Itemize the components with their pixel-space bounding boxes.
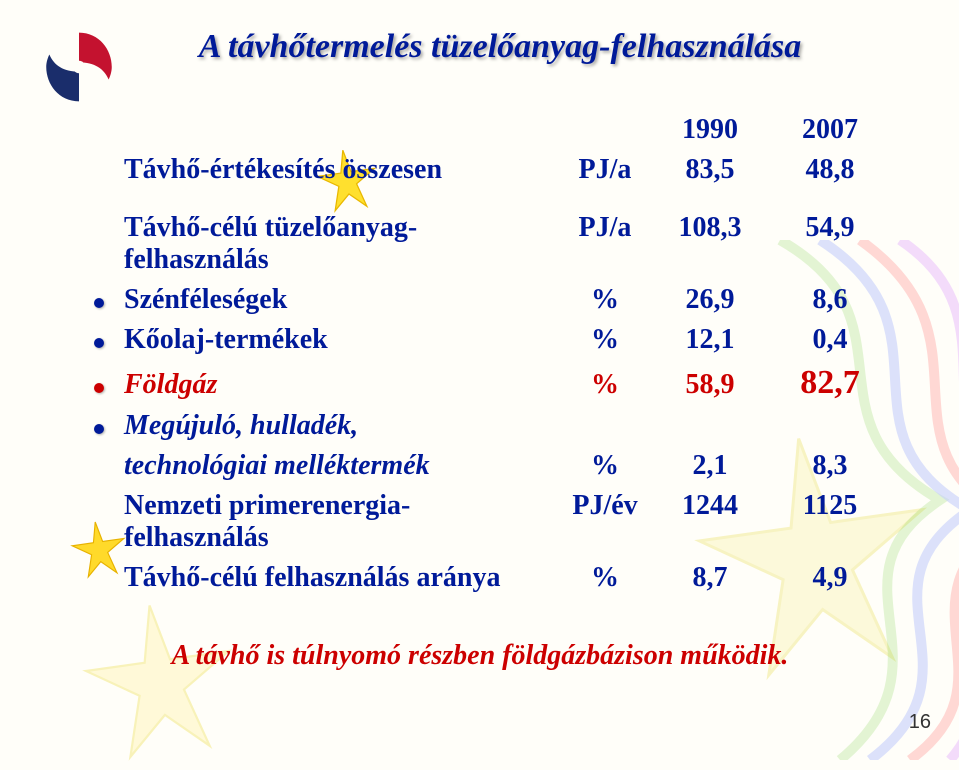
row-label: technológiai melléktermék [118,446,560,486]
row-label: Nemzeti primerenergia-felhasználás [118,486,560,558]
bullet-icon [94,298,104,308]
table-row: Nemzeti primerenergia-felhasználás PJ/év… [70,486,890,558]
col-year-2: 2007 [770,110,890,150]
table-row: technológiai melléktermék % 2,1 8,3 [70,446,890,486]
header-row: 1990 2007 [70,110,890,150]
data-table: 1990 2007 Távhő-értékesítés összesen PJ/… [70,110,890,598]
table-row: Távhő-célú felhasználás aránya % 8,7 4,9 [70,558,890,598]
table-row: Kőolaj-termékek % 12,1 0,4 [70,320,890,360]
col-year-1: 1990 [650,110,770,150]
bullet-icon [94,338,104,348]
row-label: Földgáz [118,360,560,406]
table-row: Távhő-célú tüzelőanyag-felhasználás PJ/a… [70,208,890,280]
row-label: Megújuló, hulladék, [118,406,560,446]
footnote: A távhő is túlnyomó részben földgázbázis… [70,640,890,672]
row-label: Kőolaj-termékek [118,320,560,360]
page-number: 16 [909,711,931,734]
table-row: Szénféleségek % 26,9 8,6 [70,280,890,320]
row-label: Szénféleségek [118,280,560,320]
bullet-icon [94,424,104,434]
slide-content: A távhőtermelés tüzelőanyag-felhasználás… [70,28,890,672]
table-row: Földgáz % 58,9 82,7 [70,360,890,406]
row-label: Távhő-célú tüzelőanyag-felhasználás [118,208,560,280]
bullet-icon [94,383,104,393]
table-row: Megújuló, hulladék, [70,406,890,446]
row-label: Távhő-célú felhasználás aránya [118,558,560,598]
table-row: Távhő-értékesítés összesen PJ/a 83,5 48,… [70,150,890,190]
slide-title: A távhőtermelés tüzelőanyag-felhasználás… [110,28,890,66]
row-label: Távhő-értékesítés összesen [118,150,560,190]
